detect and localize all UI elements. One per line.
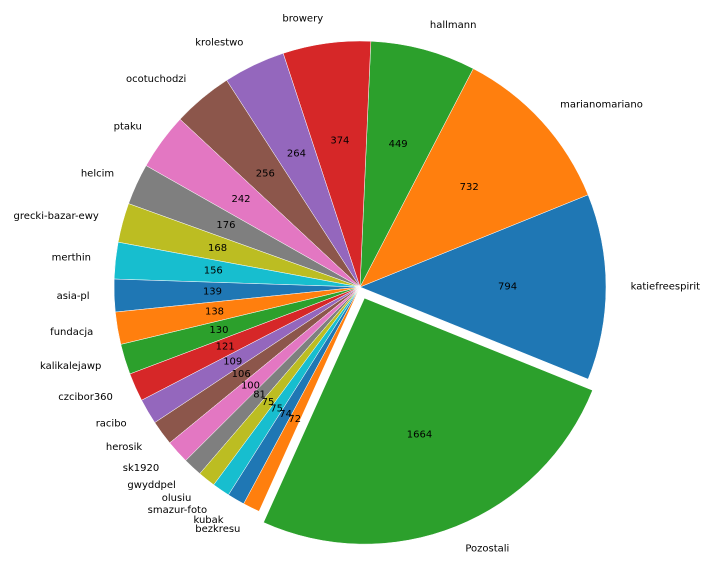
slice-name-label: krolestwo — [195, 37, 243, 48]
slice-value-label: 100 — [241, 380, 260, 391]
slice-name-label: bezkresu — [195, 524, 240, 535]
pie-slice-katiefreespirit — [359, 194, 607, 380]
slice-value-label: 81 — [253, 390, 266, 401]
slice-name-label: smazur-foto — [148, 505, 207, 516]
slice-value-label: 72 — [288, 414, 301, 425]
slice-value-label: 156 — [204, 266, 223, 277]
slice-name-label: browery — [282, 13, 323, 24]
slice-name-label: ocotuchodzi — [126, 74, 186, 85]
slice-name-label: sk1920 — [123, 463, 159, 474]
slice-value-label: 1664 — [407, 430, 432, 441]
slice-name-label: fundacja — [50, 327, 93, 338]
pie-value-labels: 794 732 449 374 264 256 242 176 168 156 139 138 130 1… — [203, 135, 517, 440]
slice-name-label: katiefreespirit — [631, 281, 701, 292]
pie-slice-marianomariano — [359, 68, 589, 288]
slice-name-label: kubak — [193, 515, 223, 526]
slice-name-label: merthin — [52, 252, 91, 263]
pie-slice-bezkresu — [243, 286, 361, 512]
pie-name-labels: katiefreespirit marianomariano hallmann bro… — [14, 13, 701, 554]
slice-value-label: 139 — [203, 287, 222, 298]
slice-value-label: 256 — [256, 168, 275, 179]
slice-value-label: 264 — [287, 148, 306, 159]
slice-value-label: 130 — [209, 325, 228, 336]
slice-value-label: 74 — [279, 409, 292, 420]
slice-value-label: 75 — [270, 403, 283, 414]
slice-name-label: helcim — [81, 168, 114, 179]
slice-name-label: racibo — [96, 419, 127, 430]
slice-name-label: herosik — [106, 442, 142, 453]
slice-name-label: Pozostali — [465, 544, 509, 555]
slice-name-label: asia-pl — [57, 291, 90, 302]
slice-value-label: 449 — [389, 139, 408, 150]
slice-name-label: marianomariano — [560, 99, 643, 110]
slice-value-label: 106 — [232, 369, 251, 380]
slice-name-label: grecki-bazar-ewy — [14, 211, 99, 222]
slice-value-label: 732 — [460, 182, 479, 193]
slice-name-label: olusiu — [162, 493, 192, 504]
slice-value-label: 168 — [208, 243, 227, 254]
slice-name-label: hallmann — [430, 20, 477, 31]
slice-value-label: 121 — [216, 342, 235, 353]
slice-value-label: 109 — [223, 356, 242, 367]
slice-name-label: czcibor360 — [58, 392, 113, 403]
slice-value-label: 794 — [498, 281, 517, 292]
slice-value-label: 242 — [231, 194, 250, 205]
slice-name-label: ptaku — [114, 121, 142, 132]
slice-name-label: kalikalejawp — [40, 361, 101, 372]
pie-slice-hallmann — [359, 40, 474, 288]
slice-value-label: 138 — [205, 306, 224, 317]
pie-slice-pozostali — [263, 297, 593, 545]
slice-value-label: 176 — [216, 220, 235, 231]
slice-value-label: 75 — [262, 397, 275, 408]
slice-name-label: gwyddpel — [127, 480, 175, 491]
slice-value-label: 374 — [330, 135, 349, 146]
pie-slices — [113, 40, 607, 545]
